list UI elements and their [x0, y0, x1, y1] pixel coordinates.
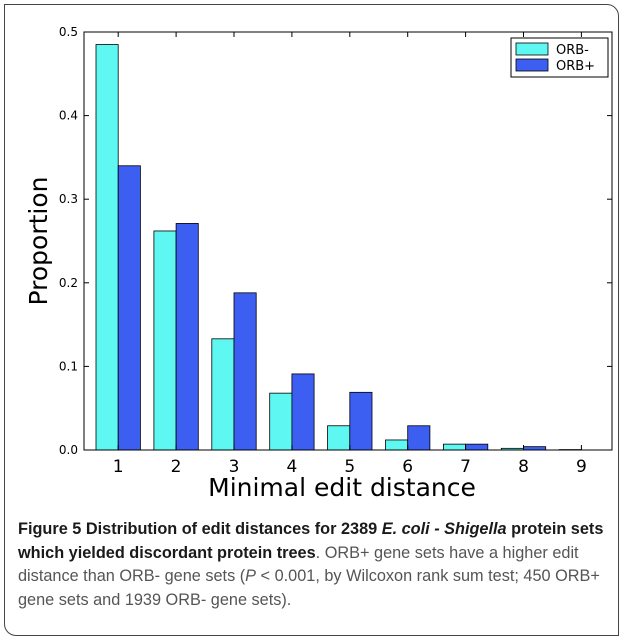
bar-orb-minus-2 — [153, 230, 177, 451]
x-tick-label: 5 — [344, 457, 355, 477]
y-tick-label: 0.3 — [59, 192, 78, 206]
bar-orb-plus-6 — [407, 425, 431, 451]
bar-orb-plus-3 — [233, 292, 257, 451]
caption-title-2: protein sets which yielded discordant pr… — [18, 520, 604, 562]
x-tick-label: 6 — [402, 457, 413, 477]
y-tick-label: 0.2 — [59, 276, 78, 290]
bar-orb-plus-4 — [291, 373, 315, 451]
figure-label: Figure 5 — [18, 520, 82, 538]
y-tick-label: 0.5 — [59, 25, 78, 39]
bar-chart: 0.0 0.1 0.2 0.3 0.4 0.5 1 2 3 4 5 6 7 8 9 Minimal edit … — [24, 25, 613, 502]
bar-orb-minus-6 — [385, 439, 409, 451]
y-tick-label: 0.0 — [59, 443, 78, 457]
caption-p: P — [245, 567, 257, 585]
caption-body-2: < 0.001, by Wilcoxon rank sum test; 450 … — [18, 567, 600, 609]
caption-species: E. coli - Shigella — [381, 520, 507, 538]
figure-caption: Figure 5 Distribution of edit distances … — [18, 518, 610, 612]
bar-orb-plus-8 — [523, 446, 547, 451]
bar-orb-plus-7 — [465, 443, 489, 451]
bar-orb-plus-2 — [175, 223, 199, 451]
bar-orb-plus-1 — [117, 165, 141, 451]
legend-label-orb-minus: ORB- — [556, 43, 589, 58]
x-tick-label: 3 — [229, 457, 240, 477]
plot-area-frame — [83, 31, 613, 451]
bar-orb-minus-1 — [95, 44, 119, 451]
bar-orb-minus-4 — [269, 392, 293, 451]
y-tick-label: 0.1 — [59, 359, 78, 373]
x-tick-label: 8 — [518, 457, 529, 477]
x-tick-label: 4 — [286, 457, 297, 477]
y-tick-label: 0.4 — [59, 109, 78, 123]
caption-body-1: . ORB+ gene sets have a higher edit dist… — [18, 543, 579, 586]
x-tick-label: 1 — [113, 457, 124, 477]
x-tick-label: 2 — [171, 457, 182, 477]
bar-orb-minus-5 — [327, 425, 351, 451]
bar-orb-plus-5 — [349, 391, 373, 451]
caption-title-1: Distribution of edit distances for 2389 — [85, 520, 378, 538]
bar-orb-minus-7 — [442, 443, 466, 451]
bar-orb-minus-3 — [211, 338, 235, 451]
legend-swatch-orb-plus — [515, 58, 549, 72]
x-tick-label: 9 — [576, 457, 587, 477]
legend-label-orb-plus: ORB+ — [556, 59, 595, 74]
x-axis-label: Minimal edit distance — [208, 473, 476, 502]
y-axis-label: Proportion — [24, 177, 53, 306]
legend-swatch-orb-minus — [515, 42, 549, 56]
x-tick-label: 7 — [460, 457, 471, 477]
